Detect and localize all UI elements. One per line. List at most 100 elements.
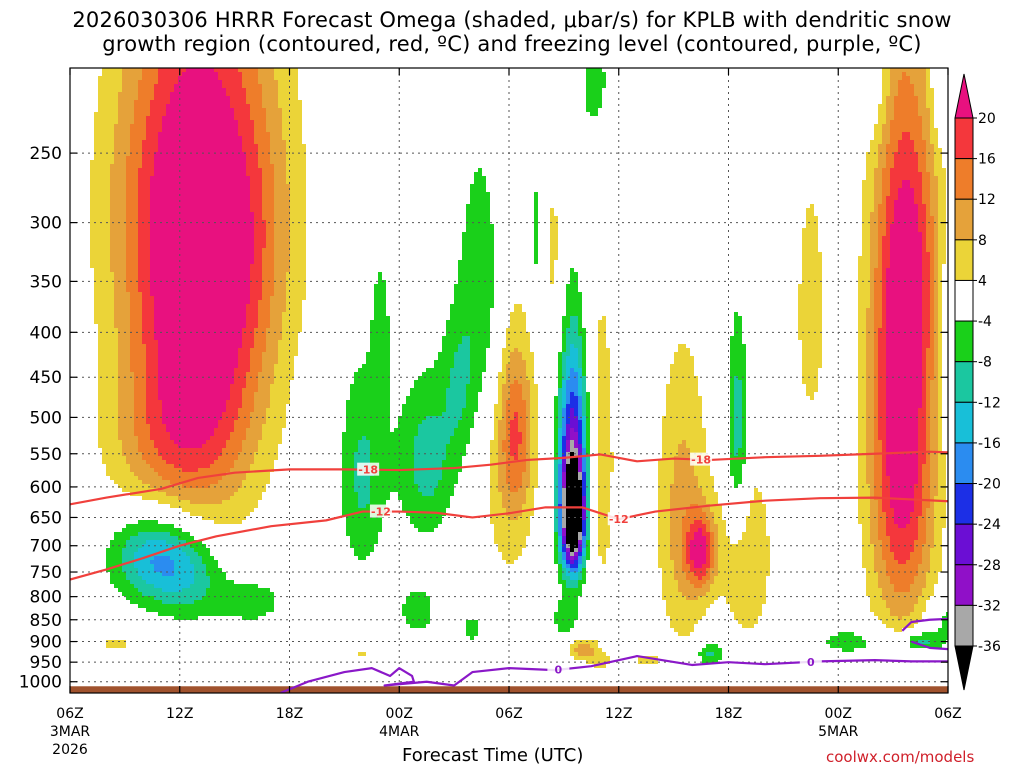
omega-cell — [898, 68, 902, 72]
omega-cell — [190, 264, 194, 268]
omega-cell — [186, 120, 190, 124]
omega-cell — [230, 148, 234, 152]
omega-cell — [286, 108, 290, 112]
omega-cell — [262, 76, 266, 80]
omega-cell — [570, 284, 574, 288]
omega-cell — [246, 204, 250, 208]
omega-cell — [894, 140, 898, 144]
omega-cell — [874, 208, 878, 212]
omega-cell — [162, 308, 166, 312]
omega-cell — [286, 236, 290, 240]
omega-cell — [474, 292, 478, 296]
omega-cell — [254, 136, 258, 140]
omega-cell — [262, 184, 266, 188]
omega-cell — [178, 244, 182, 248]
omega-cell — [474, 192, 478, 196]
omega-cell — [574, 272, 578, 276]
omega-cell — [570, 276, 574, 280]
omega-cell — [106, 140, 110, 144]
omega-cell — [258, 176, 262, 180]
omega-cell — [890, 152, 894, 156]
omega-cell — [870, 268, 874, 272]
omega-cell — [226, 156, 230, 160]
omega-cell — [914, 256, 918, 260]
omega-cell — [138, 208, 142, 212]
omega-cell — [110, 76, 114, 80]
omega-cell — [862, 284, 866, 288]
omega-cell — [378, 284, 382, 288]
omega-cell — [802, 288, 806, 292]
omega-cell — [914, 180, 918, 184]
omega-cell — [302, 188, 306, 192]
omega-cell — [878, 164, 882, 168]
omega-cell — [150, 96, 154, 100]
omega-cell — [866, 268, 870, 272]
omega-cell — [126, 256, 130, 260]
omega-cell — [238, 116, 242, 120]
omega-cell — [270, 268, 274, 272]
omega-cell — [490, 248, 494, 252]
omega-cell — [190, 232, 194, 236]
omega-cell — [154, 192, 158, 196]
omega-cell — [262, 156, 266, 160]
omega-cell — [934, 172, 938, 176]
omega-cell — [110, 292, 114, 296]
omega-cell — [590, 80, 594, 84]
omega-cell — [930, 240, 934, 244]
omega-cell — [90, 232, 94, 236]
omega-cell — [902, 120, 906, 124]
omega-cell — [902, 236, 906, 240]
omega-cell — [918, 248, 922, 252]
omega-cell — [202, 104, 206, 108]
omega-cell — [290, 88, 294, 92]
omega-cell — [102, 292, 106, 296]
omega-cell — [286, 212, 290, 216]
omega-cell — [294, 268, 298, 272]
omega-cell — [126, 308, 130, 312]
omega-cell — [254, 204, 258, 208]
omega-cell — [90, 176, 94, 180]
omega-cell — [94, 132, 98, 136]
omega-cell — [238, 268, 242, 272]
omega-cell — [222, 132, 226, 136]
omega-cell — [214, 288, 218, 292]
omega-cell — [482, 244, 486, 248]
omega-cell — [194, 84, 198, 88]
omega-cell — [278, 232, 282, 236]
omega-cell — [286, 168, 290, 172]
omega-cell — [298, 272, 302, 276]
omega-cell — [294, 72, 298, 76]
omega-cell — [894, 268, 898, 272]
omega-cell — [134, 204, 138, 208]
omega-cell — [270, 112, 274, 116]
omega-cell — [870, 208, 874, 212]
omega-cell — [234, 68, 238, 72]
omega-cell — [226, 180, 230, 184]
omega-cell — [894, 288, 898, 292]
omega-cell — [906, 92, 910, 96]
omega-cell — [274, 300, 278, 304]
omega-cell — [930, 180, 934, 184]
omega-cell — [166, 308, 170, 312]
omega-cell — [934, 280, 938, 284]
omega-cell — [238, 288, 242, 292]
omega-cell — [870, 288, 874, 292]
omega-cell — [218, 276, 222, 280]
omega-cell — [198, 116, 202, 120]
omega-cell — [534, 208, 538, 212]
omega-cell — [882, 232, 886, 236]
omega-cell — [874, 176, 878, 180]
omega-cell — [882, 148, 886, 152]
omega-cell — [246, 68, 250, 72]
omega-cell — [534, 252, 538, 256]
omega-cell — [906, 132, 910, 136]
omega-cell — [126, 312, 130, 316]
omega-cell — [286, 160, 290, 164]
omega-cell — [198, 92, 202, 96]
omega-cell — [150, 104, 154, 108]
omega-cell — [174, 264, 178, 268]
omega-cell — [198, 172, 202, 176]
omega-cell — [902, 268, 906, 272]
omega-cell — [166, 140, 170, 144]
omega-cell — [182, 140, 186, 144]
